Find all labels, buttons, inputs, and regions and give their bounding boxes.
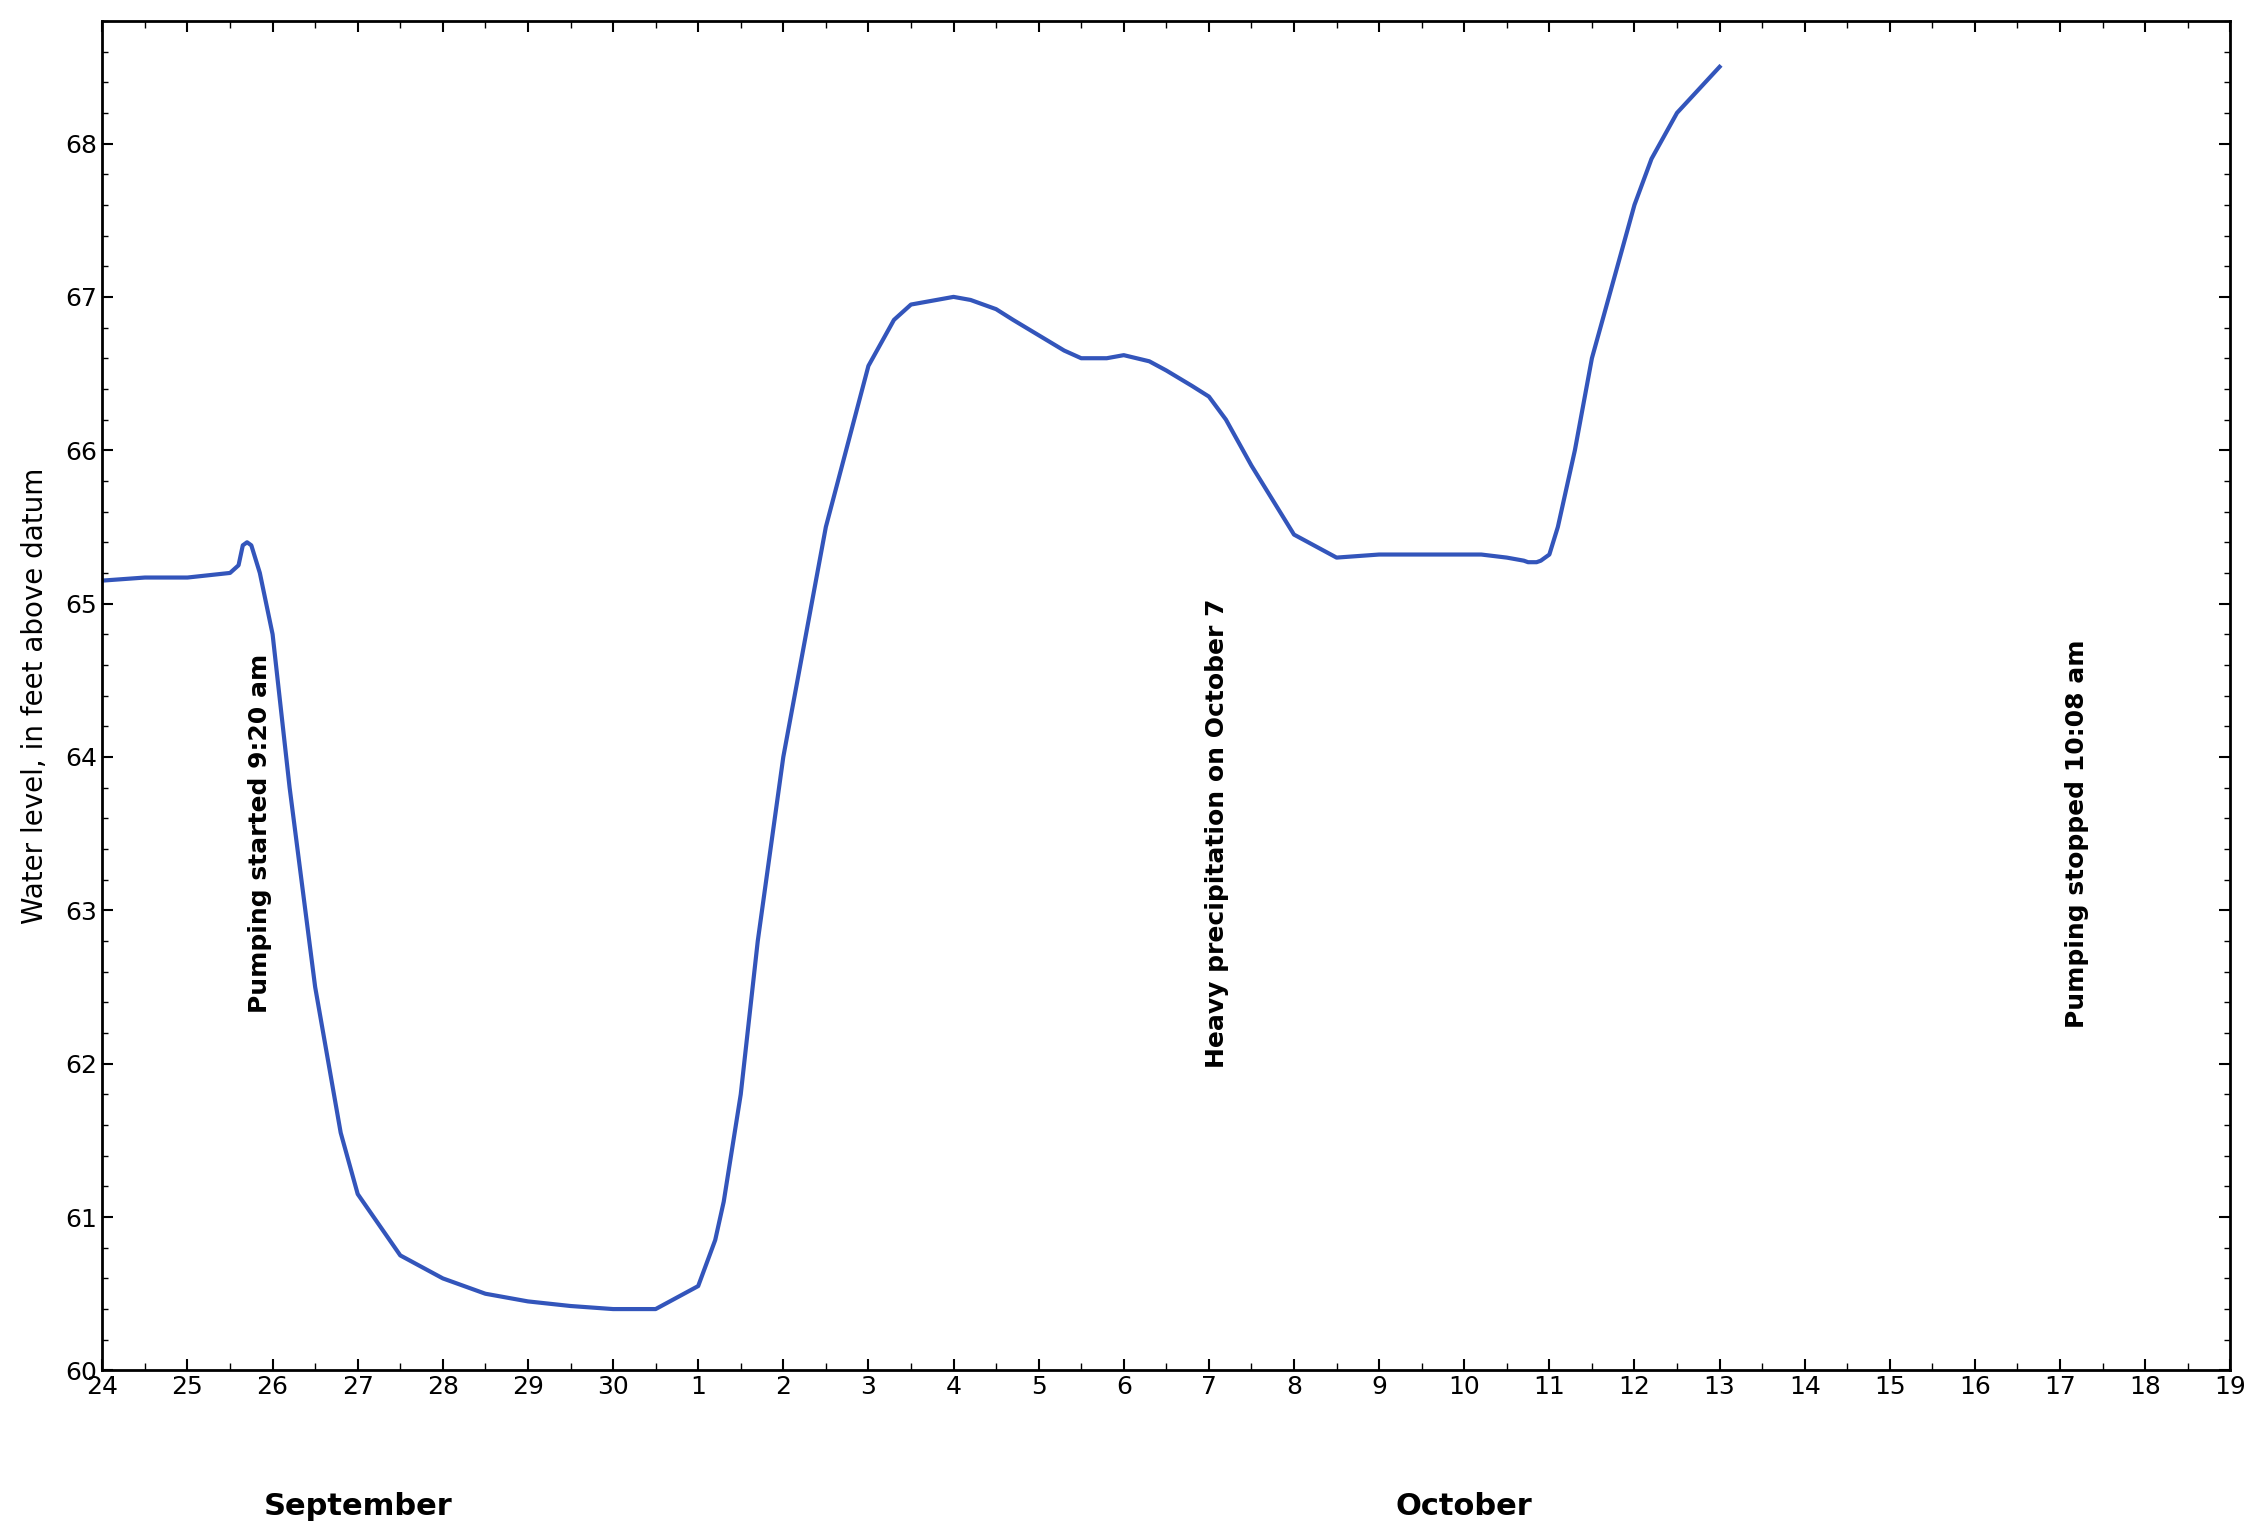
- Text: Heavy precipitation on October 7: Heavy precipitation on October 7: [1206, 598, 1229, 1068]
- Text: Pumping started 9:20 am: Pumping started 9:20 am: [247, 655, 272, 1013]
- Text: Pumping stopped 10:08 am: Pumping stopped 10:08 am: [2065, 639, 2090, 1029]
- Y-axis label: Water level, in feet above datum: Water level, in feet above datum: [20, 467, 50, 923]
- Text: October: October: [1396, 1492, 1532, 1521]
- Text: September: September: [263, 1492, 451, 1521]
